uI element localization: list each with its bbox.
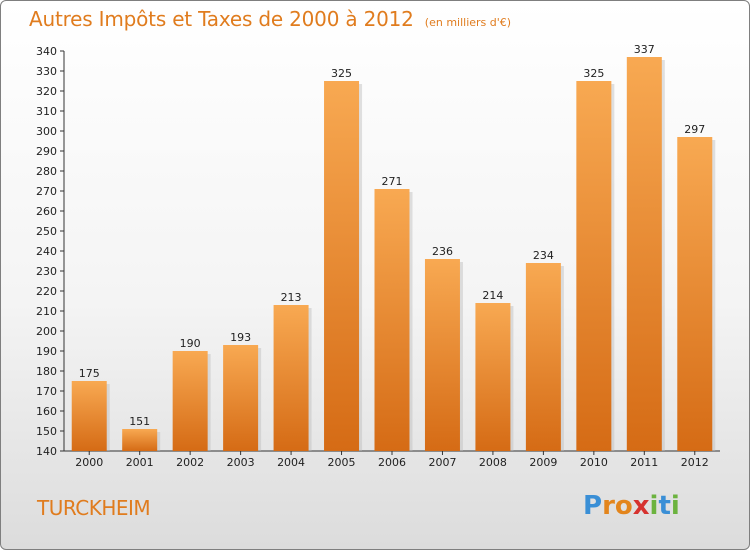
bar-value-label: 190: [180, 337, 201, 350]
logo-letter: x: [632, 491, 650, 521]
y-tick-label: 230: [36, 265, 57, 278]
y-tick-label: 310: [36, 105, 57, 118]
logo-letter: o: [614, 491, 633, 521]
bar-2007: [424, 259, 460, 451]
bars: 175 151 190 193 213 325 271 236 214 234 325 337 297: [71, 43, 716, 451]
bar-2002: [172, 351, 208, 451]
bar-2005: [324, 81, 360, 451]
x-tick-label: 2002: [176, 456, 204, 469]
axes: 140 150 160 170 180 190 200 210 220 230 240 250 260 2…: [36, 45, 720, 469]
bar-value-label: 175: [79, 367, 100, 380]
bar-value-label: 271: [382, 175, 403, 188]
y-tick-label: 240: [36, 245, 57, 258]
logo-letter: t: [658, 491, 671, 521]
bar-2004: [273, 305, 309, 451]
y-tick-label: 210: [36, 305, 57, 318]
bar-2008: [475, 303, 511, 451]
y-tick-label: 160: [36, 405, 57, 418]
y-tick-label: 170: [36, 385, 57, 398]
chart-title-block: Autres Impôts et Taxes de 2000 à 2012 (e…: [29, 7, 511, 31]
x-tick-label: 2008: [479, 456, 507, 469]
y-tick-label: 320: [36, 85, 57, 98]
chart-title: Autres Impôts et Taxes de 2000 à 2012: [29, 7, 414, 31]
bar-value-label: 297: [684, 123, 705, 136]
y-tick-label: 270: [36, 185, 57, 198]
bar-value-label: 337: [634, 43, 655, 56]
chart-subtitle: (en milliers d'€): [424, 16, 512, 29]
logo-letter: i: [649, 491, 659, 521]
bar-value-label: 325: [331, 67, 352, 80]
y-tick-label: 280: [36, 165, 57, 178]
logo-letter: i: [670, 491, 680, 521]
y-tick-label: 190: [36, 345, 57, 358]
bar-value-label: 234: [533, 249, 554, 262]
y-tick-label: 290: [36, 145, 57, 158]
y-tick-label: 260: [36, 205, 57, 218]
y-tick-label: 300: [36, 125, 57, 138]
bar-2010: [576, 81, 612, 451]
bar-value-label: 236: [432, 245, 453, 258]
bar-value-label: 151: [129, 415, 150, 428]
y-tick-label: 340: [36, 45, 57, 58]
x-tick-label: 2009: [529, 456, 557, 469]
bar-2003: [223, 345, 259, 451]
y-tick-label: 220: [36, 285, 57, 298]
x-tick-label: 2001: [126, 456, 154, 469]
x-tick-label: 2011: [630, 456, 658, 469]
logo-letter: P: [583, 491, 603, 521]
bar-value-label: 214: [482, 289, 503, 302]
x-tick-label: 2010: [580, 456, 608, 469]
x-tick-label: 2003: [227, 456, 255, 469]
bar-2006: [374, 189, 410, 451]
bar-2012: [677, 137, 713, 451]
x-tick-label: 2004: [277, 456, 305, 469]
y-tick-label: 150: [36, 425, 57, 438]
logo-letter: r: [602, 491, 615, 521]
bar-value-label: 213: [281, 291, 302, 304]
y-tick-label: 250: [36, 225, 57, 238]
y-tick-label: 330: [36, 65, 57, 78]
x-tick-label: 2005: [328, 456, 356, 469]
bar-2001: [122, 429, 158, 451]
x-tick-label: 2000: [75, 456, 103, 469]
bar-value-label: 325: [583, 67, 604, 80]
y-tick-label: 140: [36, 445, 57, 458]
bar-value-label: 193: [230, 331, 251, 344]
y-tick-label: 180: [36, 365, 57, 378]
y-tick-label: 200: [36, 325, 57, 338]
bar-2000: [71, 381, 107, 451]
bar-2011: [626, 57, 662, 451]
x-tick-label: 2006: [378, 456, 406, 469]
x-tick-label: 2012: [681, 456, 709, 469]
x-tick-label: 2007: [428, 456, 456, 469]
city-label: TURCKHEIM: [37, 496, 151, 520]
bar-2009: [525, 263, 561, 451]
proxiti-logo[interactable]: Proxiti: [583, 491, 680, 521]
